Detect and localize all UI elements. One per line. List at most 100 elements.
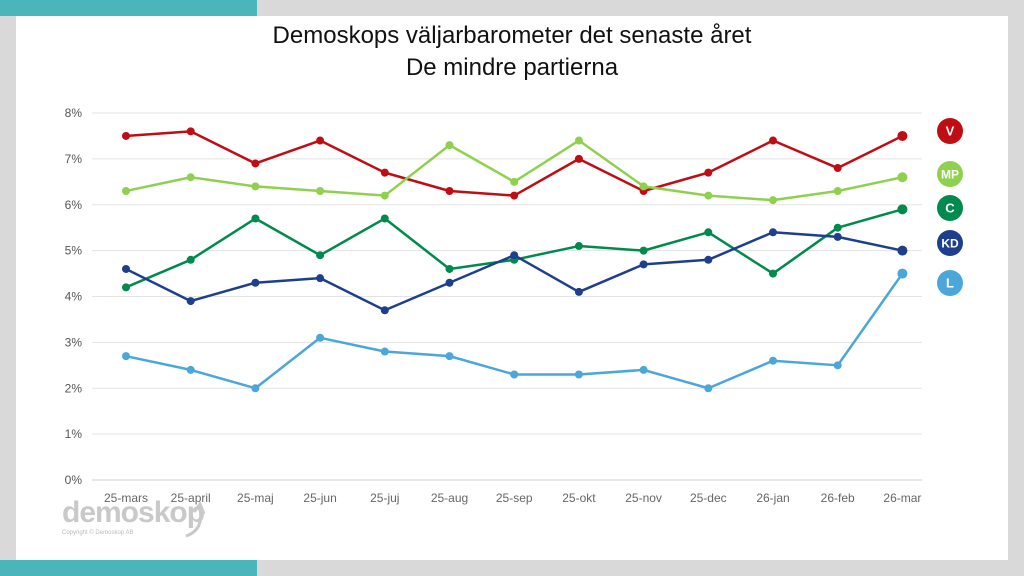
data-point-l (186, 365, 195, 374)
chart-title-block: Demoskops väljarbarometer det senaste år… (0, 20, 1024, 84)
data-point-kd (316, 274, 325, 283)
x-tick-label: 25-okt (562, 491, 596, 505)
data-point-mp (704, 191, 713, 200)
x-tick-label: 25-juj (370, 491, 399, 505)
data-point-kd (510, 251, 519, 260)
data-point-kd (445, 278, 454, 287)
y-tick-label: 3% (65, 335, 83, 349)
data-point-l (316, 333, 325, 342)
data-point-kd (380, 306, 389, 315)
data-point-c (186, 255, 195, 264)
data-point-mp (639, 182, 648, 191)
x-tick-label: 25-maj (237, 491, 274, 505)
data-point-mp (380, 191, 389, 200)
data-point-c (122, 283, 130, 292)
data-point-l (574, 370, 583, 379)
x-tick-label: 25-mars (104, 491, 148, 505)
slide-background (16, 16, 1008, 560)
x-tick-label: 26-jan (756, 491, 789, 505)
y-tick-label: 8% (65, 106, 83, 120)
logo-copyright: Copyright © Demoskop AB (62, 530, 134, 536)
data-point-kd (704, 255, 713, 264)
data-point-c (769, 269, 777, 278)
data-point-l (769, 356, 777, 365)
data-point-kd (122, 264, 130, 273)
logo-text: demoskop (62, 496, 205, 529)
x-tick-label: 25-nov (625, 491, 662, 505)
data-point-c (704, 228, 713, 237)
chart-subtitle: De mindre partierna (405, 54, 619, 81)
data-point-c (380, 214, 389, 223)
legend-label-v: V (946, 124, 955, 139)
data-point-mp (122, 186, 130, 195)
data-point-l (122, 352, 130, 361)
data-point-c (897, 204, 908, 215)
legend-badge-v (937, 118, 963, 144)
data-point-kd (769, 228, 777, 237)
series-line-kd (125, 231, 903, 312)
y-tick-label: 2% (65, 381, 83, 395)
y-tick-label: 7% (65, 152, 83, 166)
data-point-l (897, 268, 908, 279)
series-line-c (125, 208, 903, 289)
data-point-v (833, 164, 842, 173)
data-point-c (316, 251, 325, 260)
data-point-c (445, 264, 454, 273)
series-line-mp (125, 139, 903, 202)
data-point-kd (833, 232, 842, 241)
data-point-v (704, 168, 713, 177)
y-tick-label: 0% (65, 473, 83, 487)
data-point-l (445, 352, 454, 361)
data-point-v (316, 136, 325, 145)
chart-title: Demoskops väljarbarometer det senaste år… (272, 22, 752, 49)
data-point-mp (316, 186, 325, 195)
data-point-v (251, 159, 260, 168)
data-point-v (186, 127, 195, 136)
x-tick-label: 26-mar (883, 491, 921, 505)
data-point-v (897, 130, 908, 141)
y-tick-label: 1% (65, 427, 83, 441)
data-point-kd (574, 287, 583, 296)
data-point-mp (186, 173, 195, 182)
data-point-l (251, 384, 260, 393)
x-tick-label: 25-aug (431, 491, 468, 505)
data-point-kd (251, 278, 260, 287)
data-point-v (574, 154, 583, 163)
y-tick-label: 5% (65, 244, 83, 258)
data-point-mp (897, 172, 908, 183)
x-tick-label: 25-april (171, 491, 211, 505)
x-tick-label: 25-sep (496, 491, 533, 505)
data-point-c (639, 246, 648, 255)
legend-label-c: C (945, 201, 955, 216)
data-point-l (704, 384, 713, 393)
data-point-kd (186, 297, 195, 306)
legend-badge-c (937, 195, 963, 221)
data-point-l (510, 370, 519, 379)
data-point-mp (769, 196, 777, 205)
legend-label-l: L (946, 276, 954, 291)
y-tick-label: 4% (65, 290, 83, 304)
data-point-kd (639, 260, 648, 269)
x-tick-label: 26-feb (821, 491, 855, 505)
data-point-mp (445, 141, 454, 150)
data-point-v (380, 168, 389, 177)
demoskop-logo: demoskop (62, 496, 206, 538)
legend-label-kd: KD (941, 237, 959, 251)
data-point-l (380, 347, 389, 356)
legend-badge-kd (937, 230, 963, 256)
accent-bar-bottom (0, 560, 257, 576)
data-point-mp (251, 182, 260, 191)
data-point-mp (833, 186, 842, 195)
data-point-v (769, 136, 777, 145)
data-point-kd (897, 245, 908, 256)
series-line-v (125, 130, 903, 197)
data-point-c (251, 214, 260, 223)
data-point-mp (574, 136, 583, 145)
data-point-mp (510, 177, 519, 186)
legend-label-mp: MP (941, 168, 959, 182)
data-point-v (445, 186, 454, 195)
y-tick-label: 6% (65, 198, 83, 212)
data-point-l (639, 365, 648, 374)
data-point-c (833, 223, 842, 232)
